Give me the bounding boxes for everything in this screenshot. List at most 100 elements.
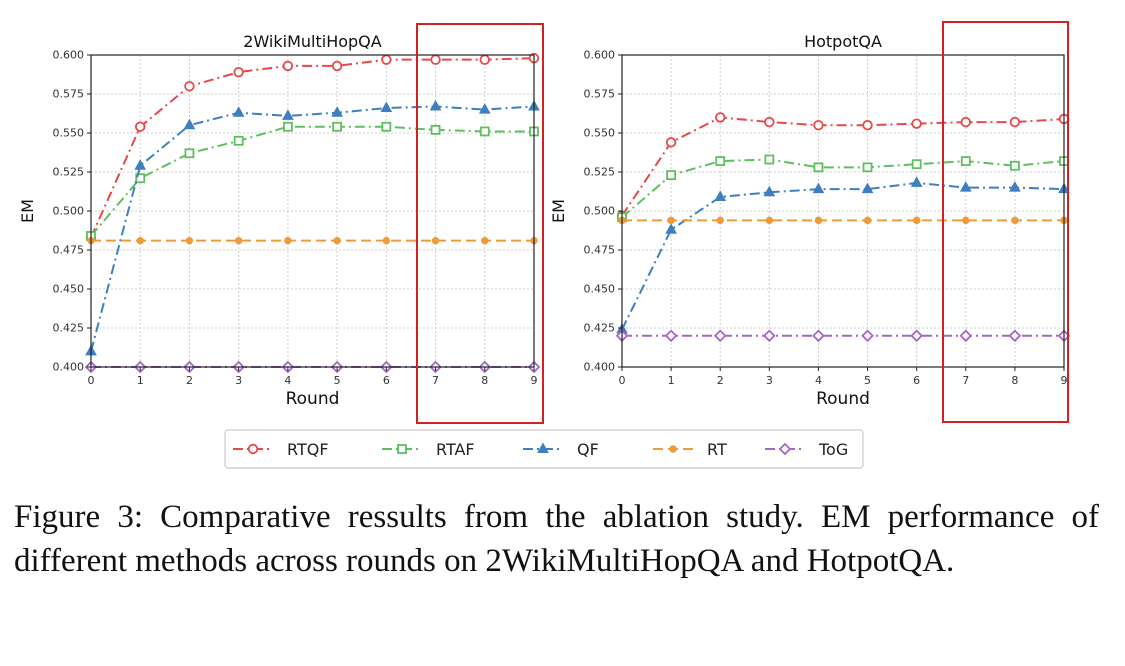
legend-marker-rtqf [247,443,259,455]
y-tick-label: 0.575 [53,88,85,101]
y-tick-label: 0.425 [584,322,616,335]
data-point-rtaf [430,124,441,135]
y-tick-label: 0.500 [53,205,85,218]
data-point-rt [716,216,724,225]
data-point-rtqf [911,118,922,129]
data-point-rt [333,236,341,245]
x-tick-label: 3 [766,374,773,387]
y-tick-label: 0.500 [584,205,616,218]
x-tick-label: 5 [864,374,871,387]
x-axis-label: Round [286,389,340,409]
y-tick-label: 0.475 [53,244,85,257]
y-tick-label: 0.600 [584,49,616,62]
legend-label-rt: RT [707,440,727,459]
data-point-rtaf [381,121,392,132]
x-tick-label: 9 [1061,374,1068,387]
legend-label-rtqf: RTQF [287,440,329,459]
highlight-box [416,23,544,424]
series-line-rtqf [621,116,1065,217]
y-axis-label: EM [549,199,568,223]
data-point-rt [481,236,489,245]
data-point-rt [863,216,872,225]
x-tick-label: 5 [334,374,341,387]
y-tick-label: 0.550 [584,127,616,140]
data-point-rtqf [135,121,146,132]
data-point-qf [429,99,442,111]
data-point-rtqf [479,54,490,65]
chart-title: 2WikiMultiHopQA [243,32,381,51]
y-tick-label: 0.425 [53,322,85,335]
y-tick-label: 0.400 [584,361,616,374]
caption-text: Figure 3: Comparative ressults from the … [14,499,1099,579]
x-tick-label: 1 [668,374,675,387]
y-axis-label: EM [18,199,37,223]
legend-label-rtaf: RTAF [436,440,475,459]
x-tick-label: 4 [284,374,291,387]
y-tick-label: 0.600 [53,49,85,62]
data-point-rtaf [911,159,922,170]
data-point-rtaf [184,148,195,159]
data-point-tog [812,329,825,343]
series-line-rtaf [621,158,1065,218]
x-tick-label: 0 [619,374,626,387]
data-point-qf [380,101,393,113]
data-point-rtqf [715,112,726,123]
data-point-rtaf [135,173,146,184]
y-tick-label: 0.525 [53,166,85,179]
data-point-rtaf [960,156,971,166]
legend-marker-rtaf [397,444,407,454]
data-point-qf [282,109,294,120]
data-point-rtaf [479,126,490,137]
series-line-qf [90,105,535,352]
data-point-rtqf [862,119,873,131]
data-point-tog [1008,329,1022,343]
data-point-qf [183,118,196,130]
legend-item-rtaf: RTAF [382,440,475,459]
data-point-rtqf [665,137,677,148]
data-point-rt [1011,216,1019,225]
data-point-tog [861,329,874,343]
chart-panel-hotpot: 0.400 0.425 0.450 0.475 0.500 0.525 0.550 0.575… [549,21,1071,423]
highlight-box [942,21,1069,423]
data-point-rtqf [331,60,343,72]
data-point-rt [185,236,194,245]
ablation-figure: 0.400 0.425 0.450 0.475 0.500 0.525 0.550 0.575… [18,21,1071,469]
legend-label-qf: QF [577,440,599,459]
legend-item-rt: RT [653,440,727,459]
data-point-tog [910,329,923,343]
x-tick-label: 1 [137,374,144,387]
x-tick-label: 8 [1011,374,1018,387]
data-point-tog [959,329,973,343]
data-point-rtaf [715,156,726,166]
data-point-qf [959,181,972,192]
chart-panel-2wiki: 0.400 0.425 0.450 0.475 0.500 0.525 0.550 0.575… [18,23,544,424]
data-point-rtqf [813,119,824,131]
data-point-tog [763,329,776,343]
data-point-rtqf [960,116,971,128]
data-point-rt [431,236,440,245]
data-point-qf [910,176,923,187]
x-tick-label: 0 [88,374,95,387]
data-point-rtqf [1009,116,1021,128]
data-point-rt [814,216,823,225]
x-tick-label: 4 [815,374,822,387]
data-point-rtaf [1009,160,1020,171]
x-tick-label: 8 [481,374,488,387]
data-point-qf [763,185,776,197]
legend-label-tog: ToG [818,440,848,459]
legend: RTQF RTAF QF RT ToG [224,429,864,469]
legend-marker-rt [669,445,677,453]
data-point-qf [331,106,343,117]
data-point-qf [478,103,491,114]
data-point-rt [765,216,774,225]
data-point-rtaf [764,154,775,165]
legend-marker-tog [778,442,792,456]
y-tick-label: 0.575 [584,88,616,101]
series-line-qf [621,181,1065,331]
data-point-rt [382,236,391,245]
data-point-qf [134,159,147,170]
x-axis-label: Round [816,389,870,409]
y-tick-label: 0.400 [53,361,85,374]
data-point-qf [665,223,677,234]
x-tick-label: 6 [383,374,390,387]
